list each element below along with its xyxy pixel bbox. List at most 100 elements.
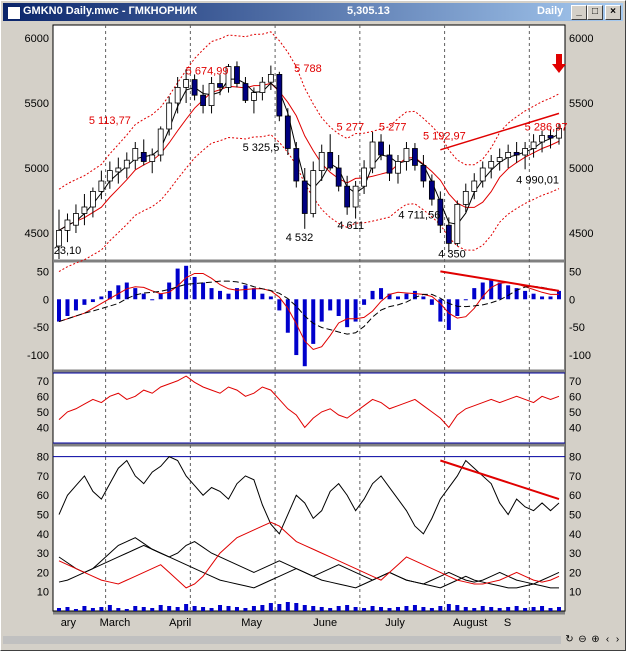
macd-bar	[158, 293, 163, 300]
volume-bar	[345, 605, 350, 611]
stoch-y-tick-right: 60	[569, 490, 581, 502]
volume-bar	[395, 607, 400, 611]
horizontal-scrollbar[interactable]	[3, 636, 561, 644]
macd-bar	[497, 282, 502, 300]
volume-bar	[209, 608, 214, 611]
macd-bar	[531, 293, 536, 300]
macd-bar	[141, 293, 146, 300]
price-annotation: 5 113,77	[89, 115, 131, 127]
x-axis-label: July	[385, 617, 405, 629]
volume-bar	[175, 607, 180, 611]
candle-body	[369, 141, 376, 169]
macd-y-tick-left: -50	[33, 322, 49, 334]
volume-bar	[99, 607, 104, 611]
down-arrow-icon	[552, 54, 566, 73]
volume-bar	[251, 606, 256, 611]
close-button[interactable]: ×	[605, 5, 621, 20]
price-annotation: 4 990,01	[516, 175, 559, 187]
macd-bar	[412, 290, 417, 300]
volume-bar	[260, 605, 265, 611]
candle-body	[352, 185, 359, 208]
stoch-y-tick-left: 40	[37, 529, 49, 541]
volume-bar	[218, 605, 223, 611]
macd-bar	[480, 282, 485, 300]
price-readout: 5,305.13	[347, 5, 390, 17]
stoch-y-tick-right: 30	[569, 548, 581, 560]
macd-y-tick-right: 0	[569, 294, 575, 306]
volume-bar	[192, 606, 197, 611]
y-tick-left: 5000	[25, 163, 49, 175]
candle-body	[403, 148, 410, 162]
candle-body	[98, 180, 105, 192]
macd-bar	[133, 288, 138, 300]
price-annotation: 5 325,5	[243, 142, 280, 154]
candle-body	[335, 167, 342, 187]
volume-bar	[294, 603, 299, 611]
volume-bar	[243, 608, 248, 611]
candle-body	[547, 135, 554, 139]
candle-body	[267, 74, 274, 83]
macd-bar	[268, 296, 273, 300]
macd-bar	[523, 290, 528, 300]
macd-bar	[243, 285, 248, 300]
candle-body	[132, 148, 139, 161]
volume-bar	[353, 607, 358, 611]
candle-body	[513, 151, 520, 156]
y-tick-right: 5500	[569, 98, 593, 110]
macd-bar	[73, 299, 78, 311]
macd-bar	[455, 299, 460, 316]
y-tick-left: 4500	[25, 228, 49, 240]
maximize-button[interactable]: □	[587, 5, 603, 20]
macd-y-tick-right: -50	[569, 322, 585, 334]
stoch-y-tick-left: 20	[37, 567, 49, 579]
stoch-y-tick-left: 80	[37, 452, 49, 464]
volume-bar	[124, 609, 129, 611]
candle-body	[174, 87, 181, 104]
price-annotation: 5 192,97	[423, 130, 466, 142]
candle-body	[106, 170, 113, 182]
volume-bar	[328, 608, 333, 611]
volume-bar	[167, 606, 172, 611]
macd-bar	[548, 296, 553, 300]
reset-icon[interactable]: ↻	[565, 634, 574, 645]
minimize-button[interactable]: _	[571, 5, 587, 20]
price-annotation: 5 788	[294, 63, 322, 75]
volume-bar	[73, 609, 78, 611]
zoom-out-icon[interactable]: ⊖	[578, 634, 587, 645]
macd-bar	[251, 288, 256, 300]
candle-body	[496, 157, 503, 162]
macd-bar	[404, 293, 409, 300]
macd-bar	[514, 288, 519, 300]
zoom-in-icon[interactable]: ⊕	[591, 634, 600, 645]
envelope-upper	[58, 31, 560, 190]
macd-bar	[506, 285, 511, 300]
rsi-y-tick-right: 60	[569, 391, 581, 403]
stoch-y-tick-right: 20	[569, 567, 581, 579]
title-bar[interactable]: GMKN0 Daily.mwc - ГМКНОРНИК 5,305.13 Dai…	[3, 3, 623, 21]
candle-body	[259, 81, 266, 94]
candle-body	[64, 219, 71, 231]
stoch-y-tick-right: 70	[569, 471, 581, 483]
candle-body	[445, 224, 452, 244]
macd-bar	[124, 282, 129, 300]
price-annotation: 5 277	[337, 121, 365, 133]
volume-bar	[370, 606, 375, 611]
macd-bar	[328, 299, 333, 311]
candle-body	[149, 154, 156, 162]
macd-bar	[218, 290, 223, 300]
x-axis-label: August	[453, 617, 487, 629]
x-axis-label: S	[504, 617, 511, 629]
macd-bar	[107, 290, 112, 300]
candle-body	[56, 229, 62, 247]
volume-bar	[421, 607, 426, 611]
envelope-lower	[58, 134, 560, 272]
candle-body	[505, 151, 512, 158]
volume-bar	[387, 608, 392, 611]
next-button[interactable]: ›	[615, 634, 620, 645]
volume-bar	[523, 608, 528, 611]
prev-button[interactable]: ‹	[605, 634, 610, 645]
candle-body	[471, 180, 478, 192]
macd-bar	[540, 296, 545, 300]
macd-bar	[99, 296, 104, 300]
